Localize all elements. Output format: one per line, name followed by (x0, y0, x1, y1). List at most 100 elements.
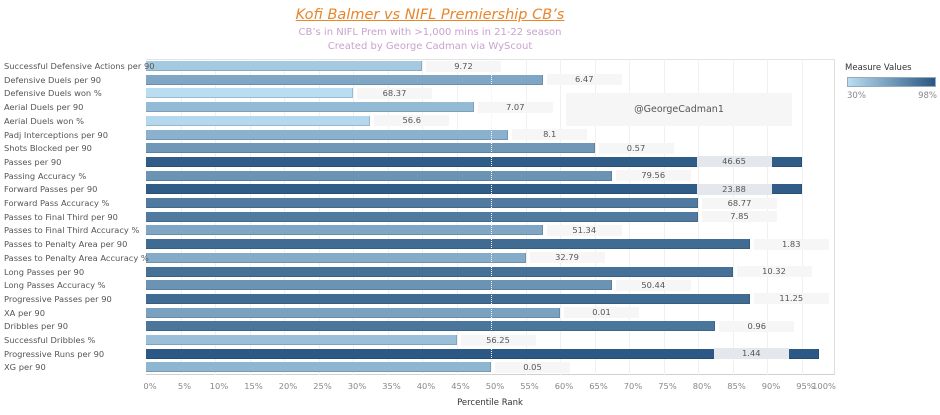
bar[interactable] (146, 362, 491, 373)
x-tick-label: 40% (416, 381, 436, 391)
value-label: 6.47 (546, 74, 622, 86)
x-tick-label: 70% (623, 381, 643, 391)
bar[interactable] (146, 321, 716, 332)
category-label: Progressive Passes per 90 (4, 293, 112, 304)
category-label: Long Passes Accuracy % (4, 280, 106, 291)
x-tick-label: 35% (382, 381, 401, 391)
x-tick-label: 15% (244, 381, 263, 391)
category-label: Shots Blocked per 90 (4, 143, 92, 154)
category-label: Passes to Final Third per 90 (4, 211, 118, 222)
bar[interactable] (146, 170, 612, 181)
value-label: 51.34 (546, 224, 622, 236)
value-label: 56.25 (460, 334, 536, 346)
x-tick-label: 50% (485, 381, 505, 391)
bar[interactable] (146, 61, 422, 71)
category-label: Progressive Runs per 90 (4, 348, 105, 359)
value-label: 0.57 (598, 142, 674, 154)
x-tick-label: 10% (209, 381, 229, 391)
category-label: Aerial Duels won % (4, 115, 85, 126)
value-label: 32.79 (529, 252, 605, 264)
category-label: Aerial Duels per 90 (4, 102, 84, 113)
value-label: 7.85 (702, 211, 777, 223)
legend-min-label: 30% (847, 91, 866, 101)
value-label: 56.6 (374, 115, 450, 127)
category-label: Long Passes per 90 (4, 266, 85, 277)
bar[interactable] (146, 102, 474, 113)
category-label: XA per 90 (4, 307, 45, 318)
category-label: Successful Defensive Actions per 90 (4, 61, 155, 71)
bar[interactable] (146, 266, 733, 277)
category-label: Defensive Duels won % (4, 88, 102, 99)
gridline (801, 59, 803, 375)
value-label: 0.96 (719, 320, 795, 332)
bar[interactable] (146, 211, 698, 222)
bar[interactable] (146, 225, 543, 236)
category-label: Passes to Penalty Area per 90 (4, 239, 128, 250)
bar[interactable] (146, 74, 543, 85)
category-label: Forward Pass Accuracy % (4, 198, 110, 208)
value-label: 9.72 (426, 60, 501, 72)
value-label: 10.32 (736, 266, 812, 277)
x-tick-label: 55% (520, 381, 539, 391)
category-label: Passing Accuracy % (4, 170, 87, 181)
category-label: Padj Interceptions per 90 (4, 129, 108, 140)
value-label: 7.07 (477, 101, 553, 113)
value-label: 8.1 (512, 129, 588, 140)
x-tick-label: 65% (589, 381, 608, 391)
value-label: 0.01 (564, 307, 639, 319)
x-axis-title: Percentile Rank (457, 398, 523, 408)
x-tick-label: 0% (143, 381, 157, 391)
value-label: 46.65 (696, 156, 772, 168)
x-tick-label: 60% (554, 381, 574, 391)
bar[interactable] (146, 335, 457, 345)
value-label: 11.25 (753, 293, 829, 305)
bar[interactable] (146, 252, 526, 263)
value-label: 1.44 (713, 348, 789, 360)
x-tick-label: 5% (177, 381, 192, 391)
chart-subtitle-season: CB’s in NIFL Prem with >1,000 mins in 21… (298, 27, 562, 38)
value-label: 68.77 (702, 197, 777, 209)
reference-line-50 (491, 60, 492, 374)
legend-gradient (847, 77, 936, 87)
x-tick-label: 90% (761, 381, 781, 391)
legend-title: Measure Values (845, 63, 912, 73)
bar[interactable] (146, 115, 371, 126)
x-tick-label: 45% (451, 381, 470, 391)
bar[interactable] (146, 307, 560, 318)
category-label: XG per 90 (4, 362, 46, 373)
chart-subtitle-credit: Created by George Cadman via WyScout (327, 41, 533, 52)
bar[interactable] (146, 156, 802, 167)
plot-area (146, 59, 835, 375)
bar[interactable] (146, 184, 802, 195)
chart-title: Kofi Balmer vs NIFL Premiership CB’s (295, 7, 565, 23)
bar[interactable] (146, 280, 612, 291)
category-label: Forward Passes per 90 (4, 184, 98, 195)
bar[interactable] (146, 198, 698, 208)
category-label: Passes to Penalty Area Accuracy % (4, 252, 149, 263)
category-label: Successful Dribbles % (4, 335, 96, 345)
legend-max-label: 98% (918, 91, 937, 101)
bar[interactable] (146, 129, 509, 140)
value-label: 79.56 (615, 170, 691, 182)
value-label: 1.83 (753, 238, 829, 250)
watermark: @GeorgeCadman1 (566, 93, 792, 126)
x-tick-label: 20% (278, 381, 298, 391)
x-tick-label: 95% (796, 381, 815, 391)
x-tick-label: 75% (658, 381, 677, 391)
x-tick-label: 25% (313, 381, 332, 391)
x-tick-label: 30% (347, 381, 367, 391)
x-tick-label: 80% (692, 381, 712, 391)
x-tick-label: 85% (727, 381, 746, 391)
category-label: Defensive Duels per 90 (4, 74, 102, 85)
bar[interactable] (146, 143, 595, 154)
x-tick-label: 100% (812, 381, 836, 391)
category-label: Passes to Final Third Accuracy % (4, 225, 140, 236)
value-label: 68.37 (357, 87, 432, 99)
value-label: 23.88 (696, 183, 772, 195)
bar[interactable] (146, 348, 819, 359)
bar[interactable] (146, 293, 750, 304)
bar[interactable] (146, 239, 750, 250)
bar[interactable] (146, 88, 353, 99)
category-label: Dribbles per 90 (4, 321, 68, 332)
